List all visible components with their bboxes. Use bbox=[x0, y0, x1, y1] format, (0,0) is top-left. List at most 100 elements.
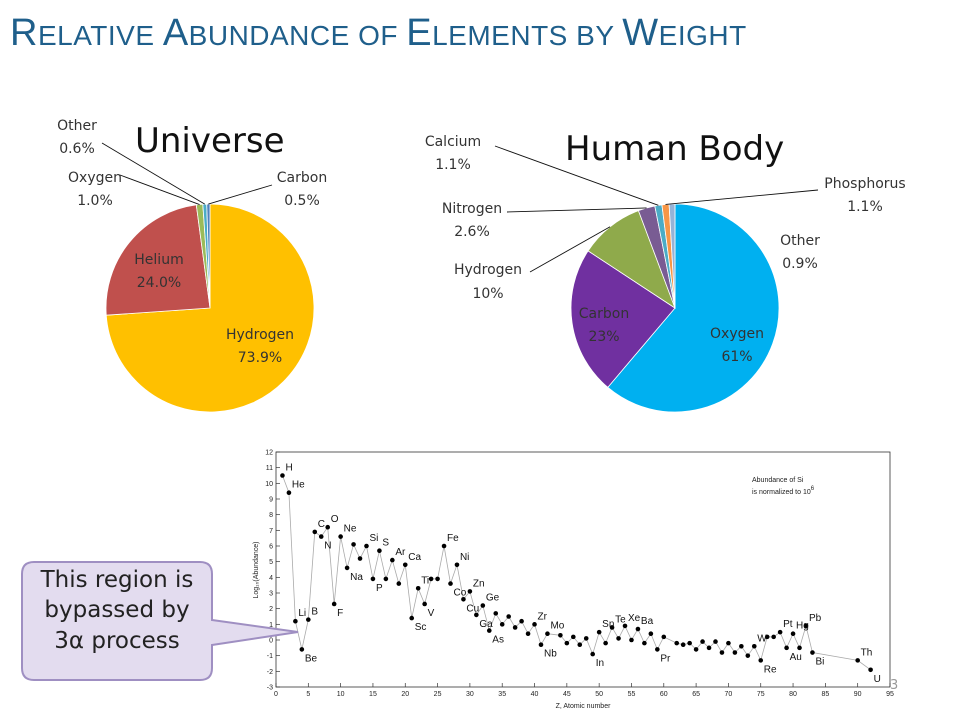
abundance-point bbox=[448, 581, 453, 586]
abundance-point bbox=[680, 642, 686, 647]
y-tick-label: 3 bbox=[269, 591, 273, 598]
universe-label-carbon-pct: 0.5% bbox=[284, 193, 320, 209]
slide-title-part: A bbox=[162, 12, 189, 54]
abundance-point bbox=[318, 534, 324, 539]
element-label-na: Na bbox=[350, 572, 363, 583]
abundance-point bbox=[700, 639, 705, 644]
body-slice-oxygen bbox=[607, 203, 780, 413]
abundance-point bbox=[751, 643, 757, 649]
universe-label-other-name: Other bbox=[57, 118, 97, 134]
abundance-series-line bbox=[282, 475, 871, 671]
universe-leader-other bbox=[101, 142, 206, 205]
abundance-point bbox=[331, 601, 337, 607]
abundance-point bbox=[609, 625, 615, 630]
abundance-point bbox=[648, 631, 654, 637]
x-tick-label: 50 bbox=[595, 691, 603, 698]
y-tick-label: 10 bbox=[265, 481, 273, 488]
body-slice-carbon bbox=[570, 250, 676, 388]
element-label-nb: Nb bbox=[544, 649, 557, 660]
abundance-point bbox=[642, 640, 647, 646]
abundance-point bbox=[280, 473, 285, 478]
abundance-point bbox=[415, 586, 421, 591]
x-tick-label: 70 bbox=[725, 691, 733, 698]
slide-number: 3 bbox=[890, 678, 899, 693]
abundance-point bbox=[616, 636, 621, 641]
abundance-point bbox=[454, 562, 460, 568]
body-leader-phosphorus bbox=[665, 189, 819, 205]
abundance-point bbox=[525, 631, 531, 637]
human-body-pie-title: Human Body bbox=[565, 129, 784, 169]
element-label-bi: Bi bbox=[815, 657, 824, 668]
abundance-note-line2: is normalized to 106 bbox=[752, 486, 815, 496]
element-label-as: As bbox=[492, 635, 504, 646]
body-label-other-pct: 0.9% bbox=[782, 256, 818, 272]
element-label-ca: Ca bbox=[408, 552, 421, 563]
abundance-ticks: 0 5 10 15 20 25 30 35 40 45 50 55 60 65 70 75 80 85 90 95-3… bbox=[265, 450, 894, 699]
element-label-be: Be bbox=[305, 653, 318, 664]
element-label-ti: Ti bbox=[421, 575, 429, 586]
element-label-te: Te bbox=[615, 614, 626, 625]
callout-bubble bbox=[21, 561, 299, 681]
abundance-point bbox=[693, 647, 699, 652]
y-tick-label: 5 bbox=[269, 559, 273, 566]
body-label-carbon-pct: 23% bbox=[588, 329, 619, 345]
abundance-ylabel: Log₁₀(Abundance) bbox=[253, 541, 260, 598]
abundance-point bbox=[784, 645, 789, 651]
abundance-point bbox=[402, 562, 408, 568]
abundance-point bbox=[577, 642, 583, 647]
abundance-point bbox=[655, 647, 660, 652]
x-tick-label: 10 bbox=[337, 691, 345, 698]
universe-label-oxygen-pct: 1.0% bbox=[77, 193, 113, 209]
universe-label-other-pct: 0.6% bbox=[59, 141, 95, 157]
abundance-point bbox=[299, 647, 305, 652]
universe-label-hydrogen-pct: 73.9% bbox=[238, 350, 282, 366]
body-label-oxygen-pct: 61% bbox=[721, 349, 752, 365]
element-label-c: C bbox=[318, 519, 325, 530]
x-tick-label: 55 bbox=[628, 691, 636, 698]
element-label-zn: Zn bbox=[473, 578, 485, 589]
abundance-xlabel: Z, Atomic number bbox=[556, 703, 612, 710]
universe-pie-chart: Universe Hydrogen 73.9% Helium 24.0% Oxy… bbox=[57, 118, 327, 413]
universe-label-oxygen-name: Oxygen bbox=[68, 170, 122, 186]
universe-label-helium-pct: 24.0% bbox=[137, 275, 181, 291]
abundance-point bbox=[396, 581, 402, 586]
element-label-in: In bbox=[596, 658, 604, 669]
element-label-au: Au bbox=[790, 652, 802, 663]
abundance-point bbox=[622, 623, 628, 629]
abundance-point bbox=[506, 614, 511, 619]
y-tick-label: -1 bbox=[267, 653, 273, 660]
abundance-point bbox=[293, 618, 298, 624]
x-tick-label: 5 bbox=[306, 691, 310, 698]
slide-title: RELATIVE ABUNDANCE OF ELEMENTS BY WEIGHT bbox=[10, 12, 747, 55]
abundance-point bbox=[745, 653, 751, 658]
y-tick-label: 8 bbox=[269, 512, 273, 519]
element-label-ba: Ba bbox=[641, 616, 654, 627]
y-tick-label: 0 bbox=[269, 638, 273, 645]
body-label-nitrogen-pct: 2.6% bbox=[454, 224, 490, 240]
callout bbox=[21, 561, 299, 681]
abundance-point bbox=[532, 622, 537, 627]
element-label-si: Si bbox=[369, 533, 378, 544]
x-tick-label: 0 bbox=[274, 691, 278, 698]
universe-pie-slices bbox=[105, 203, 315, 413]
y-tick-label: -2 bbox=[267, 669, 273, 676]
abundance-point bbox=[596, 629, 602, 635]
abundance-point bbox=[661, 634, 667, 640]
abundance-point bbox=[713, 639, 718, 644]
abundance-point bbox=[868, 667, 873, 673]
element-label-he: He bbox=[292, 480, 305, 491]
abundance-point bbox=[571, 634, 576, 640]
body-label-phosphorus-pct: 1.1% bbox=[847, 199, 883, 215]
abundance-point bbox=[810, 650, 815, 655]
element-label-zr: Zr bbox=[538, 611, 548, 622]
abundance-point bbox=[635, 626, 641, 632]
abundance-point bbox=[493, 611, 499, 616]
body-label-hydrogen-pct: 10% bbox=[472, 286, 503, 302]
abundance-point bbox=[706, 645, 712, 651]
callout-line-2: bypassed by bbox=[44, 597, 190, 624]
x-tick-label: 65 bbox=[692, 691, 700, 698]
x-tick-label: 40 bbox=[531, 691, 539, 698]
universe-label-helium-name: Helium bbox=[134, 252, 183, 268]
